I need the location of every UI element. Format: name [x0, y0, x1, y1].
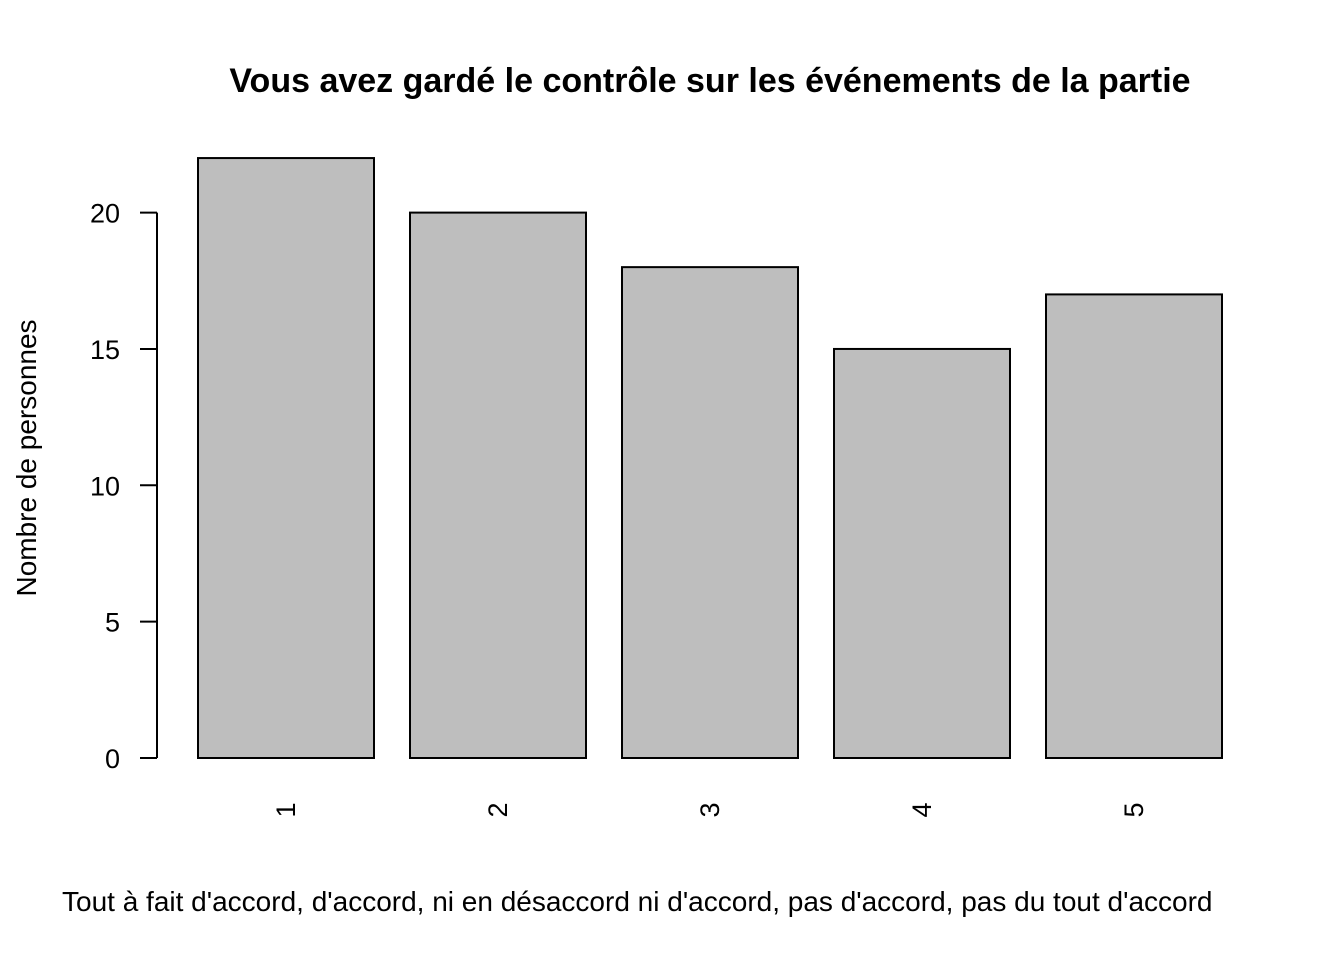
bars [197, 157, 1223, 760]
y-tick-label-10: 10 [90, 471, 120, 501]
y-axis: 0 5 10 15 20 [90, 199, 158, 774]
x-axis-label: Tout à fait d'accord, d'accord, ni en dé… [62, 886, 1213, 917]
x-tick-label-3: 3 [695, 802, 725, 817]
x-tick-label-2: 2 [483, 802, 513, 817]
x-axis-tick-labels: 1 2 3 4 5 [271, 802, 1149, 817]
x-tick-label-1: 1 [271, 802, 301, 817]
y-axis-label: Nombre de personnes [11, 319, 42, 596]
y-tick-label-5: 5 [105, 608, 120, 638]
y-tick-label-0: 0 [105, 744, 120, 774]
bar-3 [621, 266, 799, 759]
x-tick-label-5: 5 [1119, 802, 1149, 817]
y-tick-label-15: 15 [90, 335, 120, 365]
bar-1 [197, 157, 375, 759]
bar-5 [1045, 293, 1223, 759]
x-tick-label-4: 4 [907, 802, 937, 817]
y-tick-label-20: 20 [90, 199, 120, 229]
bar-4 [833, 347, 1011, 759]
chart-title: Vous avez gardé le contrôle sur les évén… [229, 62, 1190, 100]
bar-2 [409, 211, 587, 760]
